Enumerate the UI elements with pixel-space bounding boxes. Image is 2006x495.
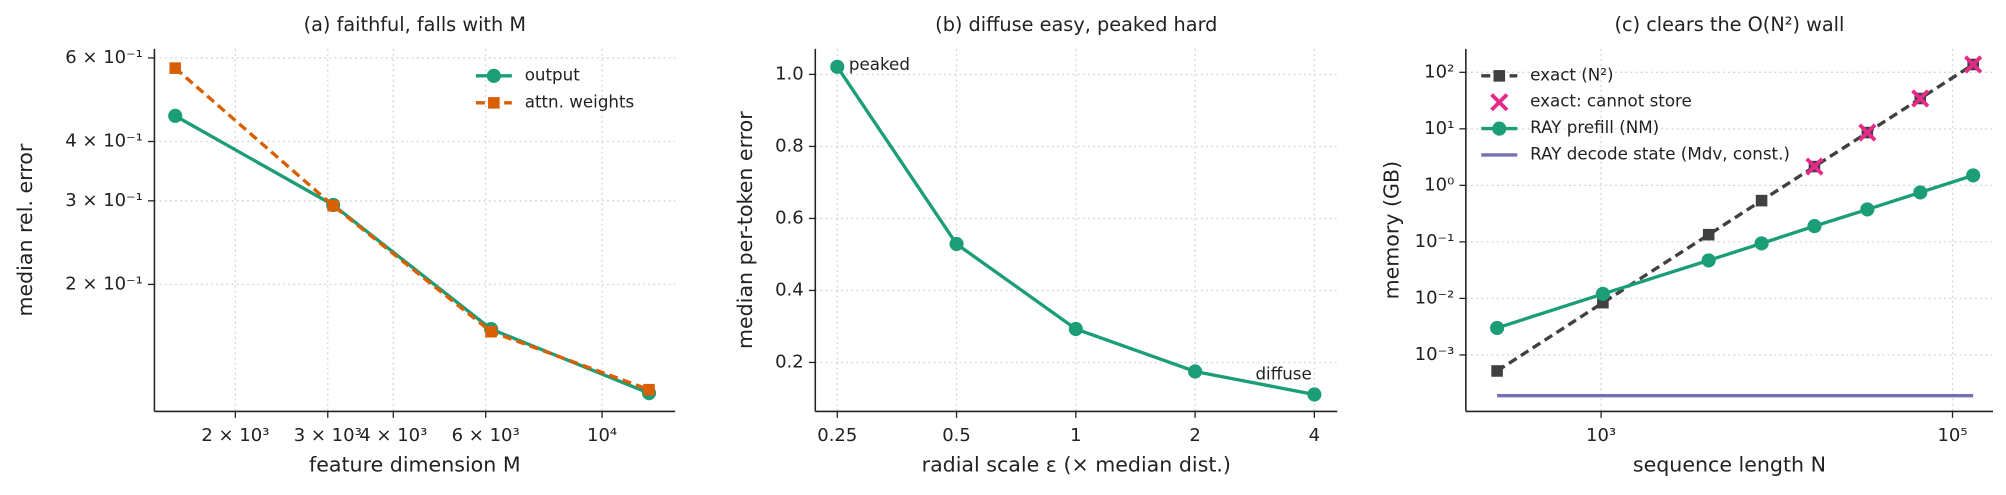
y-tick-label: 0.4 [775,279,804,300]
data-point [1188,364,1203,379]
x-tick-label: 0.25 [817,425,857,446]
data-point [1755,194,1768,207]
y-tick-label: 1.0 [775,63,804,84]
data-point [1964,55,1983,74]
y-tick-label: 6 × 10⁻¹ [65,47,143,68]
data-point [168,108,183,123]
data-point [949,236,964,252]
data-point [830,59,845,74]
chart-title: (a) faithful, falls with M [304,13,526,36]
data-point [1805,157,1824,176]
x-tick-label: 4 [1309,425,1320,446]
data-point [1807,219,1822,234]
legend-label: exact: cannot store [1530,91,1692,111]
x-tick-label: 2 × 10³ [201,425,269,446]
y-axis-label: memory (GB) [1380,161,1404,300]
x-tick-label: 6 × 10³ [452,425,520,446]
data-point [1913,185,1928,200]
chart-title: (b) diffuse easy, peaked hard [935,13,1217,36]
legend-label: exact (N²) [1530,64,1613,84]
chart-title: (c) clears the O(N²) wall [1614,13,1844,36]
x-tick-label: 4 × 10³ [359,425,427,446]
legend-label: RAY prefill (NM) [1530,117,1659,137]
y-tick-label: 4 × 10⁻¹ [65,131,143,152]
y-tick-label: 10⁻² [1415,287,1455,308]
data-point [327,199,339,212]
y-axis-label: median rel. error [13,143,37,316]
data-point [1966,168,1981,183]
y-tick-label: 2 × 10⁻¹ [65,273,143,294]
x-tick-label: 0.5 [942,425,971,446]
legend-marker [1493,70,1506,82]
legend-label: attn. weights [525,91,635,111]
data-point [1860,202,1875,217]
series-line [1496,63,1975,373]
series-line [174,114,650,395]
annotation: peaked [849,54,910,74]
x-tick-label: 2 [1189,425,1200,446]
legend-marker [1492,121,1507,136]
y-tick-label: 10¹ [1424,118,1454,139]
data-point [1068,321,1083,337]
x-tick-label: 1 [1070,425,1081,446]
data-point [1702,228,1715,241]
data-point [1701,253,1716,268]
legend-marker [486,68,501,83]
y-tick-label: 10² [1424,61,1454,82]
data-point [1754,236,1769,251]
data-point [1491,365,1503,377]
y-tick-label: 3 × 10⁻¹ [65,190,143,211]
data-point [1597,296,1609,309]
annotation: diffuse [1255,364,1311,384]
data-point [485,325,497,338]
x-axis-label: feature dimension M [309,452,521,476]
data-point [1307,387,1322,402]
y-tick-label: 10⁰ [1424,174,1454,195]
y-tick-label: 0.6 [775,207,804,228]
legend-label: RAY decode state (Mdv, const.) [1530,143,1790,163]
y-axis-label: median per-token error [733,111,757,349]
x-tick-label: 3 × 10³ [294,425,362,446]
x-tick-label: 10⁵ [1937,425,1967,446]
data-point [1911,89,1930,108]
data-point [643,383,655,396]
y-tick-label: 10⁻¹ [1415,231,1455,252]
series-line [174,66,650,392]
x-axis-label: radial scale ε (× median dist.) [922,452,1231,476]
data-point [1595,286,1610,301]
data-point [1858,123,1877,142]
y-tick-label: 0.8 [775,135,804,156]
data-point [169,62,182,74]
data-point [1490,320,1505,336]
x-tick-label: 10⁴ [587,425,617,446]
legend-label: output [525,64,581,84]
x-tick-label: 10³ [1586,425,1616,446]
y-tick-label: 10⁻³ [1415,344,1455,365]
y-tick-label: 0.2 [775,351,804,372]
legend-marker [1490,93,1509,112]
x-axis-label: sequence length N [1633,452,1826,476]
series-line [1496,173,1974,330]
legend-marker [488,97,500,109]
